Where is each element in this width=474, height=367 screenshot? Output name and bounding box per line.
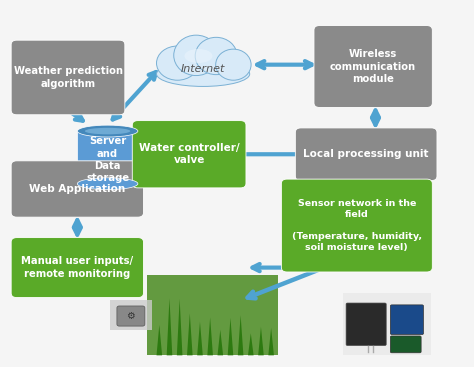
FancyBboxPatch shape: [346, 303, 386, 345]
Text: Local processing unit: Local processing unit: [303, 149, 429, 159]
Ellipse shape: [184, 49, 212, 63]
FancyBboxPatch shape: [282, 179, 432, 272]
FancyBboxPatch shape: [11, 237, 144, 298]
FancyBboxPatch shape: [391, 336, 421, 353]
Ellipse shape: [85, 128, 130, 134]
Polygon shape: [258, 314, 264, 355]
Ellipse shape: [77, 125, 138, 137]
Text: Weather prediction
algorithm: Weather prediction algorithm: [13, 66, 122, 89]
Polygon shape: [238, 300, 244, 355]
FancyBboxPatch shape: [11, 40, 125, 115]
Text: Web Application: Web Application: [29, 184, 126, 194]
Ellipse shape: [174, 35, 219, 76]
FancyBboxPatch shape: [117, 306, 145, 326]
FancyBboxPatch shape: [110, 301, 152, 330]
Ellipse shape: [195, 37, 237, 75]
FancyBboxPatch shape: [132, 121, 246, 188]
Polygon shape: [167, 330, 172, 355]
Polygon shape: [187, 303, 192, 355]
Text: Internet: Internet: [181, 64, 225, 75]
FancyBboxPatch shape: [314, 26, 432, 108]
Text: Manual user inputs/
remote monitoring: Manual user inputs/ remote monitoring: [21, 257, 133, 279]
Text: Server
and
Data
storage: Server and Data storage: [86, 136, 129, 184]
FancyBboxPatch shape: [147, 275, 278, 355]
Text: Water controller/
valve: Water controller/ valve: [139, 143, 239, 166]
Text: ⚙: ⚙: [127, 311, 135, 321]
Polygon shape: [77, 131, 138, 184]
Ellipse shape: [77, 178, 138, 190]
Polygon shape: [248, 319, 254, 355]
Polygon shape: [228, 329, 233, 355]
Ellipse shape: [156, 62, 250, 87]
FancyBboxPatch shape: [343, 293, 431, 355]
Text: Wireless
communication
module: Wireless communication module: [330, 49, 416, 84]
Polygon shape: [268, 319, 274, 355]
Polygon shape: [156, 333, 162, 355]
FancyBboxPatch shape: [391, 305, 423, 334]
Polygon shape: [207, 308, 213, 355]
Polygon shape: [197, 328, 203, 355]
FancyBboxPatch shape: [11, 161, 144, 217]
Text: Sensor network in the
field

(Temperature, humidity,
soil moisture level): Sensor network in the field (Temperature…: [292, 199, 422, 252]
Ellipse shape: [156, 46, 199, 80]
Polygon shape: [177, 331, 182, 355]
FancyBboxPatch shape: [295, 128, 437, 181]
Polygon shape: [218, 330, 223, 355]
Ellipse shape: [216, 49, 251, 80]
